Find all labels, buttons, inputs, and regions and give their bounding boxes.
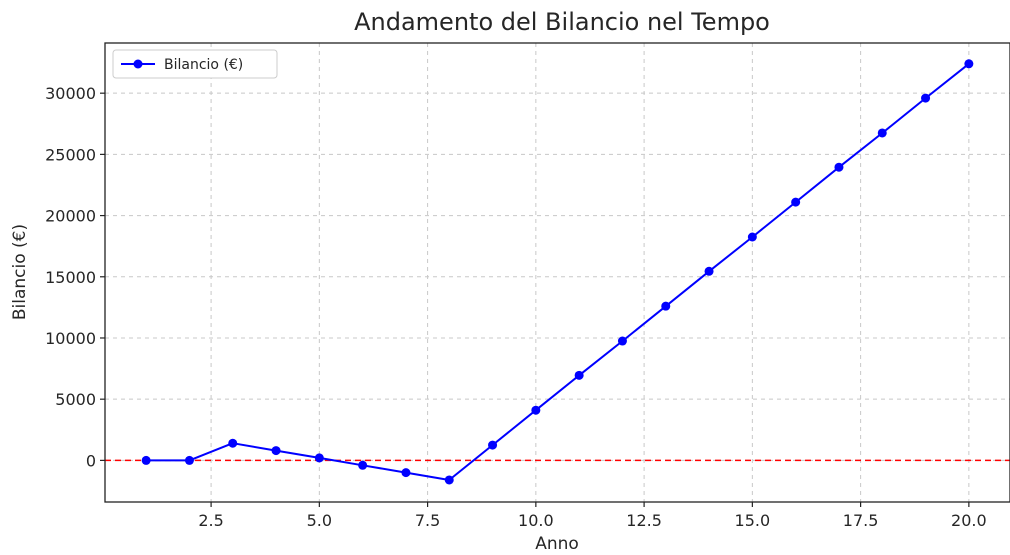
series-layer	[141, 59, 974, 485]
x-tick-label: 17.5	[843, 511, 879, 530]
y-tick-label: 20000	[45, 207, 96, 226]
data-point	[704, 266, 714, 276]
legend-label: Bilancio (€)	[164, 57, 243, 73]
plot-area-frame	[104, 42, 1010, 503]
x-tick-label: 7.5	[415, 511, 440, 530]
y-axis-label: Bilancio (€)	[10, 224, 30, 320]
data-point	[661, 301, 671, 311]
x-tick-label: 10.0	[518, 511, 554, 530]
legend-marker-swatch	[133, 59, 143, 69]
y-tick-label: 5000	[55, 390, 96, 409]
x-tick-label: 15.0	[735, 511, 771, 530]
x-tick-label: 20.0	[951, 511, 987, 530]
y-axis-ticks: 0 5000 10000 15000 20000 25000 30000	[45, 84, 105, 470]
data-point	[228, 438, 238, 448]
data-point	[488, 440, 498, 450]
data-point	[314, 453, 324, 463]
x-tick-label: 5.0	[307, 511, 332, 530]
data-point	[834, 162, 844, 172]
y-tick-label: 15000	[45, 268, 96, 287]
x-axis-label: Anno	[535, 534, 579, 554]
grid	[105, 43, 1010, 502]
series-line	[146, 63, 970, 481]
data-point	[877, 128, 887, 138]
data-point	[358, 460, 368, 470]
chart-title: Andamento del Bilancio nel Tempo	[354, 8, 770, 36]
data-point	[401, 468, 411, 478]
data-point	[184, 455, 194, 465]
data-point	[271, 446, 281, 456]
data-point	[921, 93, 931, 103]
y-tick-label: 0	[86, 451, 96, 470]
data-point	[444, 475, 454, 485]
x-tick-label: 2.5	[198, 511, 223, 530]
data-point	[574, 370, 584, 380]
data-point	[141, 455, 151, 465]
data-point	[791, 197, 801, 207]
data-point	[531, 405, 541, 415]
legend: Bilancio (€)	[112, 49, 278, 79]
y-tick-label: 10000	[45, 329, 96, 348]
data-point	[964, 59, 974, 69]
data-point	[747, 232, 757, 242]
x-axis-ticks: 2.5 5.0 7.5 10.0 12.5 15.0 17.5 20.0	[198, 502, 987, 530]
y-tick-label: 30000	[45, 84, 96, 103]
x-tick-label: 12.5	[626, 511, 662, 530]
legend-box	[112, 49, 278, 79]
y-tick-label: 25000	[45, 145, 96, 164]
data-point	[617, 336, 627, 346]
